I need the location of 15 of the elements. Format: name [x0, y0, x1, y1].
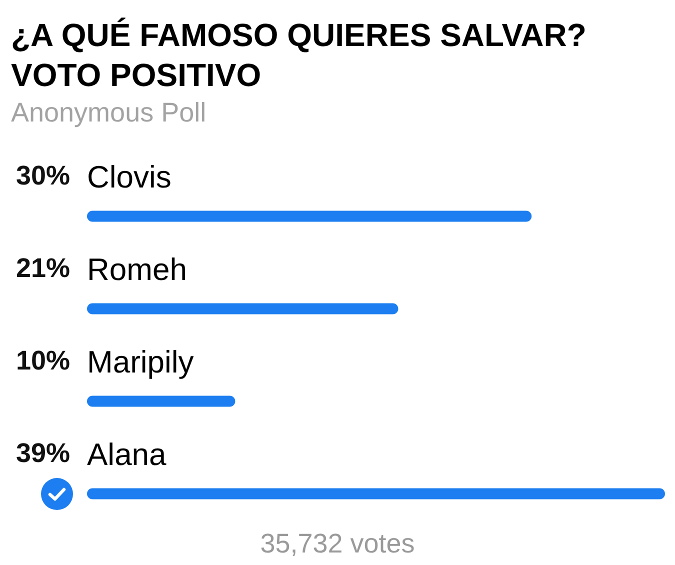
chart-title: ¿A QUÉ FAMOSO QUIERES SALVAR? VOTO POSITIVO	[11, 17, 596, 93]
data-label: 30%	[16, 160, 70, 190]
text: 35,732 votes	[260, 528, 415, 558]
data-label: 21%	[16, 252, 70, 283]
bar	[87, 210, 532, 222]
y-tick-label: Maripily	[87, 344, 194, 380]
data-label: 39%	[16, 438, 70, 468]
y-tick-label: Clovis	[87, 159, 172, 194]
y-tick-label: Alana	[87, 436, 168, 472]
chart-subtitle: Anonymous Poll	[11, 98, 206, 128]
y-tick-label: Romeh	[87, 252, 187, 287]
data-label: 10%	[16, 345, 70, 376]
bar	[87, 488, 665, 500]
bar	[87, 303, 398, 314]
bar	[87, 396, 236, 407]
